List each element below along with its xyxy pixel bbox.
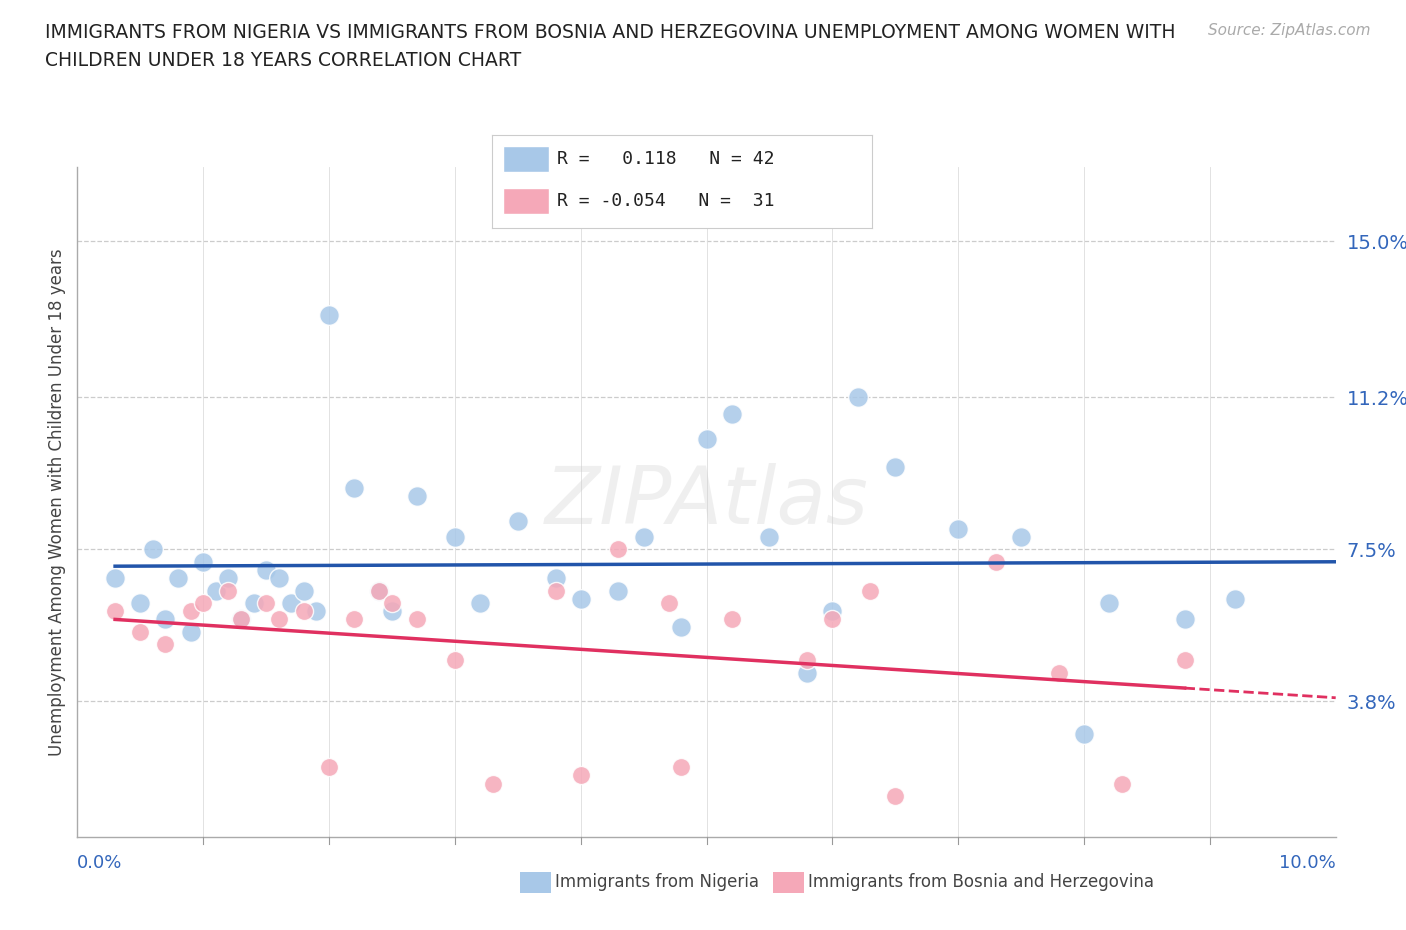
Point: [481, 777, 503, 791]
Point: [696, 432, 718, 446]
Point: [444, 653, 467, 668]
Point: [758, 530, 780, 545]
Point: [671, 760, 693, 775]
Text: Immigrants from Bosnia and Herzegovina: Immigrants from Bosnia and Herzegovina: [808, 872, 1154, 891]
Point: [368, 583, 391, 598]
Point: [444, 530, 467, 545]
Point: [305, 604, 328, 618]
Point: [191, 554, 215, 569]
Point: [381, 595, 404, 610]
Point: [180, 604, 202, 618]
Point: [167, 571, 190, 586]
Point: [607, 583, 630, 598]
Point: [242, 595, 264, 610]
Point: [796, 665, 818, 680]
Point: [254, 595, 277, 610]
FancyBboxPatch shape: [503, 188, 548, 214]
Point: [191, 595, 215, 610]
Text: Immigrants from Nigeria: Immigrants from Nigeria: [555, 872, 759, 891]
Text: 10.0%: 10.0%: [1279, 854, 1336, 871]
Point: [343, 612, 366, 627]
Point: [318, 308, 340, 323]
Point: [468, 595, 491, 610]
Point: [720, 612, 742, 627]
Point: [318, 760, 340, 775]
Point: [217, 571, 239, 586]
Point: [406, 612, 429, 627]
Point: [368, 583, 391, 598]
Point: [292, 583, 315, 598]
Point: [406, 488, 429, 503]
Y-axis label: Unemployment Among Women with Children Under 18 years: Unemployment Among Women with Children U…: [48, 248, 66, 756]
Point: [884, 459, 907, 474]
Point: [948, 522, 970, 537]
Point: [180, 624, 202, 639]
Point: [720, 406, 742, 421]
Point: [821, 604, 844, 618]
Point: [1073, 727, 1095, 742]
Point: [1111, 777, 1133, 791]
Point: [569, 591, 592, 606]
Point: [229, 612, 252, 627]
Point: [292, 604, 315, 618]
Text: R =   0.118   N = 42: R = 0.118 N = 42: [557, 150, 775, 168]
Point: [267, 612, 290, 627]
Point: [633, 530, 655, 545]
Point: [544, 571, 567, 586]
Point: [884, 789, 907, 804]
Point: [671, 620, 693, 635]
Point: [984, 554, 1007, 569]
Point: [1047, 665, 1070, 680]
Text: ZIPAtlas: ZIPAtlas: [544, 463, 869, 541]
Point: [129, 595, 152, 610]
Point: [1098, 595, 1121, 610]
Text: 0.0%: 0.0%: [77, 854, 122, 871]
Point: [821, 612, 844, 627]
Point: [229, 612, 252, 627]
Point: [1010, 530, 1032, 545]
Point: [104, 571, 127, 586]
Point: [129, 624, 152, 639]
Point: [104, 604, 127, 618]
Point: [1174, 653, 1197, 668]
Point: [142, 542, 165, 557]
Point: [381, 604, 404, 618]
Text: CHILDREN UNDER 18 YEARS CORRELATION CHART: CHILDREN UNDER 18 YEARS CORRELATION CHAR…: [45, 51, 522, 70]
Text: Source: ZipAtlas.com: Source: ZipAtlas.com: [1208, 23, 1371, 38]
Point: [846, 390, 869, 405]
Point: [280, 595, 302, 610]
Point: [155, 612, 177, 627]
Point: [796, 653, 818, 668]
Point: [658, 595, 681, 610]
Point: [267, 571, 290, 586]
Point: [1223, 591, 1246, 606]
Point: [859, 583, 882, 598]
Point: [217, 583, 239, 598]
Point: [204, 583, 226, 598]
Point: [569, 768, 592, 783]
Point: [155, 636, 177, 651]
Text: R = -0.054   N =  31: R = -0.054 N = 31: [557, 192, 775, 210]
Point: [607, 542, 630, 557]
Point: [544, 583, 567, 598]
Point: [343, 481, 366, 496]
Point: [506, 513, 529, 528]
Point: [254, 563, 277, 578]
Text: IMMIGRANTS FROM NIGERIA VS IMMIGRANTS FROM BOSNIA AND HERZEGOVINA UNEMPLOYMENT A: IMMIGRANTS FROM NIGERIA VS IMMIGRANTS FR…: [45, 23, 1175, 42]
Point: [1174, 612, 1197, 627]
FancyBboxPatch shape: [503, 146, 548, 172]
